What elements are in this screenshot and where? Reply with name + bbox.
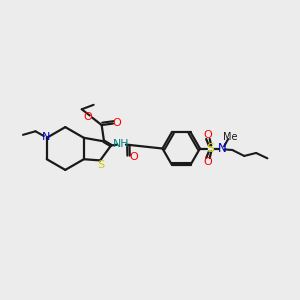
Text: O: O	[84, 112, 92, 122]
Text: NH: NH	[113, 139, 130, 149]
Text: O: O	[204, 130, 212, 140]
Text: O: O	[113, 118, 122, 128]
Text: S: S	[206, 142, 214, 155]
Text: O: O	[130, 152, 138, 161]
Text: Me: Me	[223, 132, 238, 142]
Text: N: N	[218, 142, 226, 155]
Text: O: O	[204, 157, 212, 167]
Text: N: N	[42, 132, 50, 142]
Text: S: S	[97, 160, 104, 170]
